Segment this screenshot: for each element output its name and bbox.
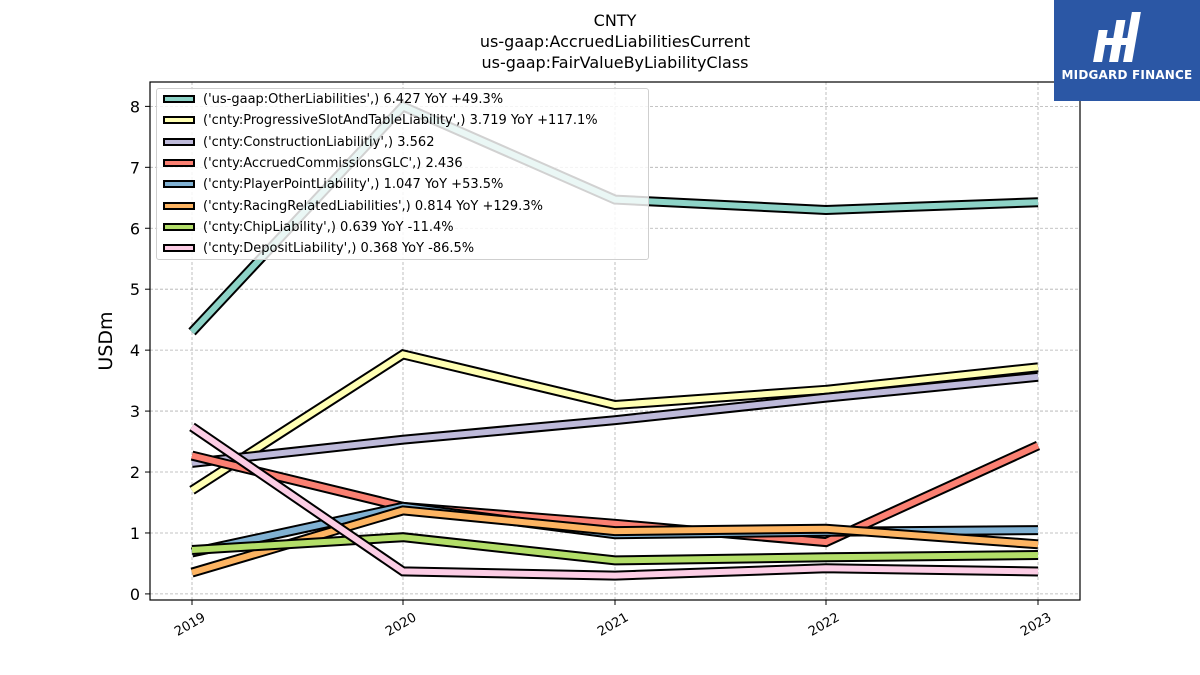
logo-text: MIDGARD FINANCE xyxy=(1061,68,1193,82)
y-tick-label: 7 xyxy=(130,158,140,177)
x-tick-label: 2019 xyxy=(172,610,208,640)
legend-label: ('cnty:ProgressiveSlotAndTableLiability'… xyxy=(203,113,598,129)
series-line-7 xyxy=(189,422,1039,581)
x-tick-label: 2022 xyxy=(806,610,842,640)
series-stroke xyxy=(190,351,1039,493)
chart-title-line-3: us-gaap:FairValueByLiabilityClass xyxy=(481,53,749,72)
series-stroke xyxy=(191,507,1039,576)
y-tick-label: 4 xyxy=(130,341,140,360)
x-tick-label: 2023 xyxy=(1018,610,1054,640)
legend-label: ('cnty:RacingRelatedLiabilities',) 0.814… xyxy=(203,198,543,214)
legend: ('us-gaap:OtherLiabilities',) 6.427 YoY … xyxy=(156,88,649,260)
chart-title-line-2: us-gaap:AccruedLiabilitiesCurrent xyxy=(479,32,751,51)
series-stroke xyxy=(190,424,1039,579)
legend-swatch xyxy=(163,201,195,210)
series-line-1 xyxy=(189,349,1039,495)
series-line-2 xyxy=(191,371,1039,468)
legend-label: ('cnty:ConstructionLiabilitiy',) 3.562 xyxy=(203,134,435,150)
legend-swatch xyxy=(163,116,195,125)
y-tick-label: 8 xyxy=(130,97,140,116)
series-line-6 xyxy=(191,532,1039,566)
y-tick-label: 6 xyxy=(130,219,140,238)
legend-swatch xyxy=(163,180,195,189)
legend-label: ('cnty:ChipLiability',) 0.639 YoY -11.4% xyxy=(203,219,454,235)
y-tick-label: 1 xyxy=(130,524,140,543)
legend-label: ('us-gaap:OtherLiabilities',) 6.427 YoY … xyxy=(203,92,504,107)
series-stroke xyxy=(191,373,1039,466)
legend-swatch xyxy=(163,222,195,231)
x-tick-label: 2021 xyxy=(595,610,631,640)
series-stroke xyxy=(191,534,1039,564)
legend-swatch xyxy=(163,244,195,253)
legend-swatch xyxy=(163,137,195,146)
midgard-logo-icon xyxy=(1093,12,1141,62)
midgard-finance-logo: MIDGARD FINANCE xyxy=(1054,0,1200,101)
x-tick-label: 2020 xyxy=(383,610,419,640)
legend-label: ('cnty:AccruedCommissionsGLC',) 2.436 xyxy=(203,155,463,171)
series-stroke xyxy=(191,442,1040,546)
series-line-5 xyxy=(190,505,1039,578)
y-tick-label: 5 xyxy=(130,280,140,299)
legend-swatch xyxy=(163,158,195,167)
legend-swatch xyxy=(163,95,195,103)
y-tick-label: 2 xyxy=(130,463,140,482)
y-tick-label: 3 xyxy=(130,402,140,421)
series-line-3 xyxy=(190,440,1041,548)
legend-label: ('cnty:PlayerPointLiability',) 1.047 YoY… xyxy=(203,177,504,193)
chart-title-line-1: CNTY xyxy=(593,11,637,30)
legend-label: ('cnty:DepositLiability',) 0.368 YoY -86… xyxy=(203,241,475,257)
y-axis-label: USDm xyxy=(95,311,117,370)
y-tick-label: 0 xyxy=(130,585,140,604)
